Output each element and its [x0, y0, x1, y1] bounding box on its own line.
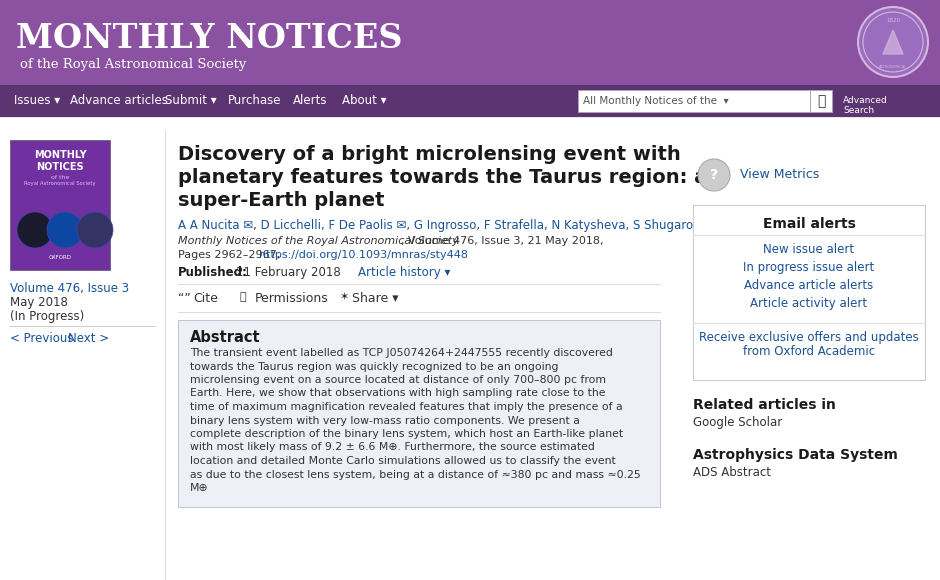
Text: planetary features towards the Taurus region: a: planetary features towards the Taurus re…: [178, 168, 707, 187]
Text: 21 February 2018: 21 February 2018: [236, 266, 340, 279]
Text: Volume 476, Issue 3: Volume 476, Issue 3: [10, 282, 129, 295]
Text: Astrophysics Data System: Astrophysics Data System: [693, 448, 898, 462]
Text: 1820: 1820: [886, 17, 900, 23]
Text: complete description of the binary lens system, which host an Earth-like planet: complete description of the binary lens …: [190, 429, 623, 439]
Text: ASTRONOMICAL: ASTRONOMICAL: [879, 65, 907, 69]
FancyBboxPatch shape: [0, 0, 940, 85]
Text: Article activity alert: Article activity alert: [750, 297, 868, 310]
Text: MONTHLY: MONTHLY: [34, 150, 86, 160]
Text: as due to the closest lens system, being at a distance of ≈380 pc and mass ≈0.25: as due to the closest lens system, being…: [190, 469, 641, 480]
Circle shape: [858, 7, 928, 77]
Text: binary lens system with very low-mass ratio components. We present a: binary lens system with very low-mass ra…: [190, 415, 580, 426]
Circle shape: [698, 159, 730, 191]
Polygon shape: [883, 30, 903, 54]
Text: ⌕: ⌕: [817, 94, 825, 108]
Text: ✶: ✶: [340, 292, 350, 302]
Text: with most likely mass of 9.2 ± 6.6 M⊕. Furthermore, the source estimated: with most likely mass of 9.2 ± 6.6 M⊕. F…: [190, 443, 595, 452]
Text: May 2018: May 2018: [10, 296, 68, 309]
Text: Discovery of a bright microlensing event with: Discovery of a bright microlensing event…: [178, 145, 681, 164]
Text: Permissions: Permissions: [255, 292, 329, 305]
Text: OXFORD: OXFORD: [49, 255, 71, 260]
FancyBboxPatch shape: [178, 320, 660, 506]
Text: ADS Abstract: ADS Abstract: [693, 466, 771, 479]
Text: Purchase: Purchase: [228, 95, 281, 107]
Text: super-Earth planet: super-Earth planet: [178, 191, 384, 210]
Text: Monthly Notices of the Royal Astronomical Society: Monthly Notices of the Royal Astronomica…: [178, 236, 459, 246]
Text: ?: ?: [710, 168, 718, 182]
Text: of the Royal Astronomical Society: of the Royal Astronomical Society: [20, 58, 246, 71]
Text: In progress issue alert: In progress issue alert: [744, 261, 874, 274]
Text: MONTHLY NOTICES: MONTHLY NOTICES: [16, 22, 402, 55]
Text: Search: Search: [843, 106, 874, 115]
Text: View Metrics: View Metrics: [740, 169, 820, 182]
Text: Royal Astronomical Society: Royal Astronomical Society: [24, 181, 96, 186]
Text: Alerts: Alerts: [293, 95, 327, 107]
FancyBboxPatch shape: [810, 90, 832, 112]
Text: NOTICES: NOTICES: [36, 162, 84, 172]
Text: Email alerts: Email alerts: [762, 217, 855, 231]
Text: Issues ▾: Issues ▾: [14, 95, 60, 107]
Circle shape: [47, 212, 83, 248]
Text: towards the Taurus region was quickly recognized to be an ongoing: towards the Taurus region was quickly re…: [190, 361, 558, 372]
Circle shape: [17, 212, 53, 248]
Text: , Volume 476, Issue 3, 21 May 2018,: , Volume 476, Issue 3, 21 May 2018,: [401, 236, 603, 246]
Text: All Monthly Notices of the  ▾: All Monthly Notices of the ▾: [583, 96, 728, 106]
Text: About ▾: About ▾: [342, 95, 386, 107]
Text: from Oxford Academic: from Oxford Academic: [743, 345, 875, 358]
Text: Published:: Published:: [178, 266, 248, 279]
Text: Pages 2962–2967,: Pages 2962–2967,: [178, 250, 284, 260]
Text: A A Nucita ✉, D Licchelli, F De Paolis ✉, G Ingrosso, F Strafella, N Katysheva, : A A Nucita ✉, D Licchelli, F De Paolis ✉…: [178, 219, 700, 232]
Text: The transient event labelled as TCP J05074264+2447555 recently discovered: The transient event labelled as TCP J050…: [190, 348, 613, 358]
Text: < Previous: < Previous: [10, 332, 73, 345]
Text: (In Progress): (In Progress): [10, 310, 85, 323]
Text: Receive exclusive offers and updates: Receive exclusive offers and updates: [699, 331, 919, 344]
Text: Article history ▾: Article history ▾: [358, 266, 450, 279]
Text: Related articles in: Related articles in: [693, 398, 836, 412]
Text: Next >: Next >: [68, 332, 109, 345]
Text: location and detailed Monte Carlo simulations allowed us to classify the event: location and detailed Monte Carlo simula…: [190, 456, 616, 466]
Text: Cite: Cite: [193, 292, 218, 305]
Text: of the: of the: [51, 175, 70, 180]
FancyBboxPatch shape: [10, 140, 110, 270]
Text: M⊕: M⊕: [190, 483, 209, 493]
FancyBboxPatch shape: [578, 90, 810, 112]
Text: 🔑: 🔑: [240, 292, 246, 302]
Text: Abstract: Abstract: [190, 330, 260, 345]
Text: Earth. Here, we show that observations with high sampling rate close to the: Earth. Here, we show that observations w…: [190, 389, 605, 398]
Text: microlensing event on a source located at distance of only 700–800 pc from: microlensing event on a source located a…: [190, 375, 606, 385]
Text: Google Scholar: Google Scholar: [693, 416, 782, 429]
Text: Advanced: Advanced: [843, 96, 887, 105]
Text: “”: “”: [178, 292, 191, 305]
FancyBboxPatch shape: [0, 85, 940, 117]
Text: time of maximum magnification revealed features that imply the presence of a: time of maximum magnification revealed f…: [190, 402, 622, 412]
Text: https://doi.org/10.1093/mnras/sty448: https://doi.org/10.1093/mnras/sty448: [258, 250, 468, 260]
Text: New issue alert: New issue alert: [763, 243, 854, 256]
Text: Advance articles: Advance articles: [70, 95, 168, 107]
Text: Share ▾: Share ▾: [352, 292, 399, 305]
FancyBboxPatch shape: [693, 205, 925, 380]
Circle shape: [77, 212, 113, 248]
Text: Submit ▾: Submit ▾: [165, 95, 216, 107]
Text: Advance article alerts: Advance article alerts: [744, 279, 873, 292]
